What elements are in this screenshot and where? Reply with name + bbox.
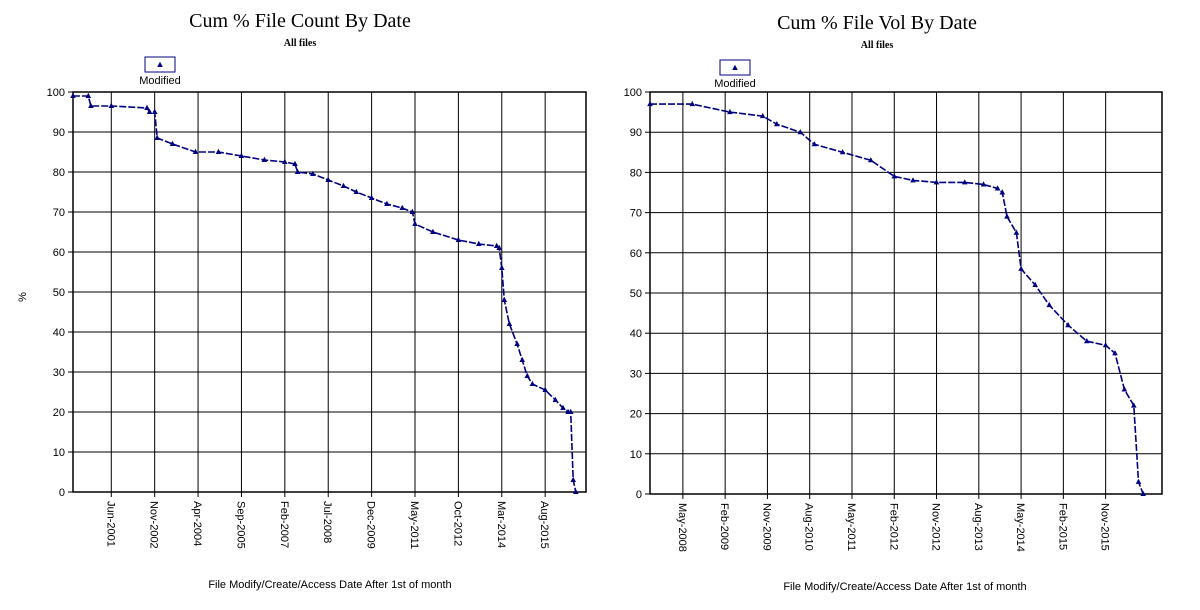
y-tick-label: 70 (630, 208, 642, 220)
x-tick-label: Nov-2009 (760, 503, 772, 551)
y-tick-label: 20 (53, 407, 65, 419)
chart-subtitle: All files (284, 38, 317, 49)
y-gridlines (645, 91, 1162, 495)
y-tick-labels: 0 10 20 30 40 50 60 70 80 90 100 (47, 87, 65, 499)
data-point-marker (499, 264, 505, 270)
y-tick-label: 90 (630, 127, 642, 139)
x-tick-label: Aug-2015 (538, 501, 550, 549)
data-point-marker (524, 372, 531, 378)
x-tick-label: Feb-2009 (718, 503, 730, 550)
data-point-marker (797, 129, 804, 135)
chart-title: Cum % File Count By Date (189, 10, 411, 32)
series-line (73, 95, 577, 493)
data-point-marker (570, 476, 576, 482)
data-point-marker (506, 320, 513, 326)
data-point-marker (340, 182, 347, 188)
data-point-marker (215, 148, 222, 154)
legend-label: Modified (139, 75, 181, 87)
data-point-marker (514, 340, 520, 346)
x-gridlines (682, 92, 1107, 499)
y-tick-label: 60 (53, 247, 65, 259)
y-tick-label: 30 (630, 368, 642, 380)
y-tick-label: 40 (53, 327, 65, 339)
x-tick-label: Aug-2013 (972, 503, 984, 551)
y-tick-label: 0 (636, 489, 642, 501)
x-tick-label: Sep-2005 (234, 501, 246, 549)
y-axis-label: % (17, 292, 29, 302)
data-point-marker (501, 296, 508, 302)
x-tick-label: Nov-2002 (148, 501, 160, 549)
data-point-marker (811, 141, 818, 147)
y-tick-label: 80 (630, 167, 642, 179)
data-point-marker (1135, 478, 1142, 484)
data-point-marker (399, 204, 405, 210)
y-tick-label: 60 (630, 248, 642, 260)
x-tick-label: Oct-2012 (451, 501, 463, 546)
data-point-marker (144, 104, 150, 110)
x-tick-label: Mar-2014 (495, 501, 507, 548)
x-tick-label: Apr-2004 (191, 501, 203, 546)
y-gridlines (68, 91, 586, 493)
data-point-marker (529, 380, 536, 386)
data-point-marker (1046, 301, 1053, 308)
x-tick-label: May-2008 (676, 503, 688, 552)
y-tick-label: 100 (624, 87, 642, 99)
x-tick-label: May-2011 (408, 501, 420, 549)
data-point-marker (412, 220, 418, 226)
data-point-marker (294, 168, 301, 174)
y-tick-label: 10 (53, 447, 65, 459)
data-point-marker (1065, 322, 1071, 328)
y-tick-label: 40 (630, 328, 642, 340)
data-point-marker (552, 396, 559, 402)
x-tick-label: Aug-2010 (803, 503, 815, 551)
chart-file-count: Cum % File Count By Date All files Modif… (17, 10, 587, 591)
x-tick-labels: May-2008 Feb-2009 Nov-2009 Aug-2010 May-2011… (676, 503, 1111, 552)
series-modified (70, 92, 579, 494)
x-tick-labels: Jun-2001 Nov-2002 Apr-2004 Sep-2005 Feb-2007… (104, 501, 550, 549)
x-tick-label: Nov-2015 (1099, 503, 1111, 551)
x-gridlines (110, 92, 546, 497)
chart-subtitle: All files (861, 40, 894, 51)
y-tick-label: 90 (53, 127, 65, 139)
data-point-marker (154, 134, 160, 140)
data-point-marker (1121, 386, 1128, 392)
x-axis-label: File Modify/Create/Access Date After 1st… (208, 579, 451, 591)
y-tick-label: 70 (53, 207, 65, 219)
x-tick-label: Jun-2001 (104, 501, 116, 547)
legend-label: Modified (714, 78, 756, 90)
y-tick-labels: 0 10 20 30 40 50 60 70 80 90 100 (624, 87, 642, 501)
data-point-marker (1102, 342, 1109, 348)
x-tick-label: Feb-2015 (1056, 503, 1068, 550)
data-point-marker (519, 356, 525, 362)
data-point-marker (999, 189, 1006, 195)
x-tick-label: Feb-2012 (887, 503, 899, 550)
x-tick-label: May-2011 (845, 503, 857, 551)
chart-file-vol: Cum % File Vol By Date All files Modifie… (624, 12, 1163, 593)
data-point-marker (476, 240, 482, 246)
x-tick-label: Feb-2007 (278, 501, 290, 548)
y-tick-label: 0 (59, 487, 65, 499)
data-point-marker (1018, 265, 1024, 271)
series-line (650, 103, 1144, 495)
series-modified (647, 100, 1146, 496)
y-tick-label: 20 (630, 409, 642, 421)
data-point-marker (151, 108, 158, 114)
data-point-marker (1004, 213, 1010, 219)
x-tick-label: Nov-2012 (930, 503, 942, 551)
chart-title: Cum % File Vol By Date (777, 12, 977, 34)
y-tick-label: 80 (53, 167, 65, 179)
y-tick-label: 10 (630, 449, 642, 461)
x-tick-label: Jul-2008 (321, 501, 333, 543)
y-tick-label: 50 (630, 288, 642, 300)
x-axis-label: File Modify/Create/Access Date After 1st… (783, 581, 1026, 593)
x-tick-label: Dec-2009 (365, 501, 377, 549)
x-tick-label: May-2014 (1014, 503, 1026, 552)
y-tick-label: 100 (47, 87, 65, 99)
y-tick-label: 50 (53, 287, 65, 299)
y-tick-label: 30 (53, 367, 65, 379)
